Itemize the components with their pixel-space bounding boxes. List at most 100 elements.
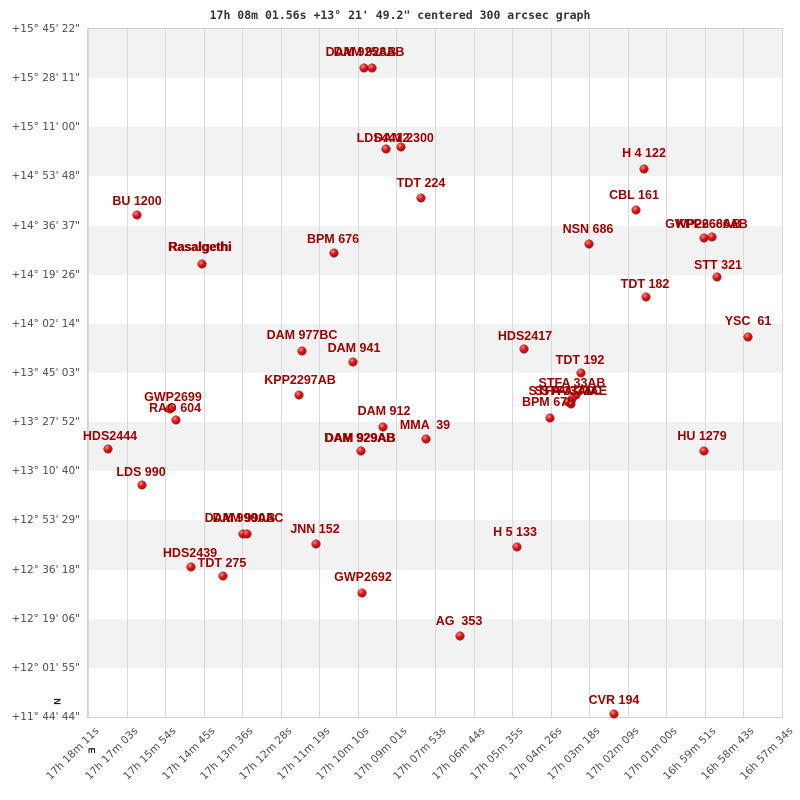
y-tick-label: +12° 36' 18": [11, 563, 80, 576]
x-tick-label: 17h 12m 28s: [236, 725, 295, 783]
star-label: KPP2297AB: [264, 373, 336, 387]
star-label: Rasalgethi: [168, 240, 232, 254]
chart-title: 17h 08m 01.56s +13° 21' 49.2" centered 3…: [209, 8, 591, 22]
star-label: DAM 990AB: [204, 511, 276, 525]
grid-line-vertical: [396, 29, 397, 717]
grid-line-vertical: [204, 29, 205, 717]
star-dot: [632, 206, 640, 214]
star-label: DAM 928AB: [333, 45, 405, 59]
x-tick-label: 16h 57m 34s: [738, 725, 796, 783]
star-dot: [358, 589, 366, 597]
star-dot: [104, 445, 112, 453]
star-dot: [568, 395, 576, 403]
star-dot: [219, 572, 227, 580]
star-dot: [713, 273, 721, 281]
star-label: CVR 194: [588, 693, 640, 707]
star-label: H 5 133: [493, 525, 537, 539]
star-label: TDT 224: [396, 176, 446, 190]
star-dot: [546, 414, 554, 422]
star-dot: [513, 543, 521, 551]
y-tick-label: +14° 53' 48": [11, 170, 80, 183]
star-dot: [585, 240, 593, 248]
grid-line-vertical: [743, 29, 744, 717]
star-label: STFA 33AD: [528, 384, 596, 398]
star-label: LDS 990: [116, 465, 166, 479]
star-dot: [166, 405, 174, 413]
star-label: STFA 33AE: [540, 384, 608, 398]
star-label: GWP2666AB: [665, 217, 741, 231]
star-dot: [138, 481, 146, 489]
star-dot: [133, 211, 141, 219]
x-tick-label: 16h 59m 51s: [660, 725, 719, 783]
star-dot: [379, 423, 387, 431]
grid-line-vertical: [666, 29, 667, 717]
star-label: CBL 161: [609, 188, 659, 202]
y-tick-label: +12° 01' 55": [11, 661, 80, 674]
grid-line-vertical: [628, 29, 629, 717]
star-label: HDS2417: [497, 329, 553, 343]
star-label: DAM 2300: [374, 131, 434, 145]
star-label: H 4 122: [622, 146, 666, 160]
x-tick-label: 17h 07m 53s: [391, 725, 449, 783]
x-tick-label: 17h 04m 26s: [506, 725, 565, 783]
star-dot: [640, 165, 648, 173]
star-label: LDS4412: [356, 131, 410, 145]
star-label: JNN 152: [290, 522, 340, 536]
grid-line-vertical: [551, 29, 552, 717]
star-label: RAO 604: [148, 401, 202, 415]
star-label: STT 321: [694, 258, 742, 272]
star-label: DAM 929AB: [324, 431, 396, 445]
star-label: STFA 33AC: [534, 384, 602, 398]
grid-line-vertical: [165, 29, 166, 717]
x-tick-label: 17h 10m 10s: [313, 725, 372, 783]
star-label: GWP2699: [144, 390, 202, 404]
compass-n-marker: N: [51, 698, 62, 705]
grid-line-vertical: [358, 29, 359, 717]
y-tick-label: +11° 44' 44": [11, 711, 80, 723]
star-dot: [700, 234, 708, 242]
compass-e-marker: E: [86, 747, 97, 754]
plot-area: [87, 28, 783, 718]
star-label: BU 1200: [112, 194, 162, 208]
y-tick-label: +12° 19' 06": [11, 612, 80, 625]
star-dot: [198, 260, 206, 268]
star-dot: [572, 391, 580, 399]
star-dot: [382, 145, 390, 153]
star-dot: [368, 64, 376, 72]
grid-line-vertical: [242, 29, 243, 717]
star-label: DAM 990AC: [212, 511, 284, 525]
star-dot: [520, 345, 528, 353]
x-tick-label: 17h 05m 35s: [468, 725, 526, 783]
x-tick-label: 17h 11m 19s: [275, 725, 333, 783]
x-tick-label: 17h 18m 11s: [44, 725, 102, 783]
star-dot: [298, 347, 306, 355]
y-tick-label: +15° 11' 00": [11, 121, 80, 134]
grid-line-vertical: [705, 29, 706, 717]
grid-line-vertical: [127, 29, 128, 717]
star-label: DAM 941: [327, 341, 381, 355]
star-dot: [417, 194, 425, 202]
star-label: DAM 925AB: [325, 45, 397, 59]
star-label: GWP2692: [334, 570, 392, 584]
grid-line-vertical: [474, 29, 475, 717]
y-tick-label: +13° 27' 52": [11, 416, 80, 429]
grid-line-vertical: [281, 29, 282, 717]
star-dot: [397, 143, 405, 151]
star-label: KPP2686AB: [676, 217, 748, 231]
x-tick-label: 17h 01m 00s: [622, 725, 680, 783]
star-label: STFA 33AB: [538, 376, 606, 390]
grid-line-vertical: [782, 29, 783, 717]
star-label: BPM 676: [306, 232, 360, 246]
star-label: HDS2439: [162, 546, 218, 560]
star-dot: [708, 233, 716, 241]
y-tick-label: +14° 02' 14": [11, 317, 80, 330]
star-dot: [330, 249, 338, 257]
x-tick-label: 17h 14m 45s: [159, 725, 218, 783]
star-dot: [360, 64, 368, 72]
star-label: TDT 275: [197, 556, 247, 570]
grid-line-vertical: [319, 29, 320, 717]
star-label: HDS2444: [82, 429, 138, 443]
star-dot: [312, 540, 320, 548]
y-tick-label: +14° 36' 37": [11, 219, 80, 232]
